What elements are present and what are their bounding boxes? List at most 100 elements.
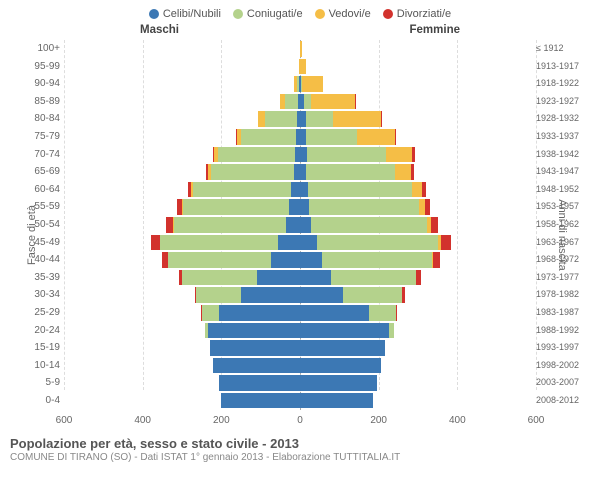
age-label: 95-99 <box>20 58 60 76</box>
birth-label: 1998-2002 <box>536 357 580 375</box>
female-bar <box>300 375 377 391</box>
birth-label: 1983-1987 <box>536 304 580 322</box>
age-row: 40-441968-1972 <box>64 251 536 269</box>
bar-segment <box>425 199 430 215</box>
bar-segment <box>300 252 322 268</box>
bar-segment <box>311 94 355 110</box>
male-bar <box>188 182 300 198</box>
female-bar <box>300 147 415 163</box>
x-tick: 200 <box>213 415 230 426</box>
bar-segment <box>300 235 317 251</box>
female-bar <box>300 393 373 409</box>
age-row: 30-341978-1982 <box>64 286 536 304</box>
legend-item: Coniugati/e <box>233 8 303 20</box>
bar-segment <box>395 129 396 145</box>
x-tick: 600 <box>56 415 73 426</box>
age-label: 45-49 <box>20 234 60 252</box>
birth-label: 1948-1952 <box>536 181 580 199</box>
bar-segment <box>257 270 300 286</box>
age-row: 50-541958-1962 <box>64 216 536 234</box>
birth-label: 1973-1977 <box>536 269 580 287</box>
age-row: 20-241988-1992 <box>64 322 536 340</box>
birth-label: 1928-1932 <box>536 110 580 128</box>
male-bar <box>206 164 300 180</box>
female-bar <box>300 340 385 356</box>
footer: Popolazione per età, sesso e stato civil… <box>10 436 590 463</box>
bar-segment <box>300 393 373 409</box>
bar-segment <box>241 287 300 303</box>
male-bar <box>162 252 300 268</box>
bar-segment <box>433 252 440 268</box>
male-bar <box>236 129 300 145</box>
bar-segment <box>343 287 402 303</box>
age-row: 10-141998-2002 <box>64 357 536 375</box>
bar-segment <box>160 235 278 251</box>
bar-segment <box>357 129 395 145</box>
male-bar <box>213 147 300 163</box>
bar-segment <box>271 252 301 268</box>
age-row: 90-941918-1922 <box>64 75 536 93</box>
female-bar <box>300 323 394 339</box>
male-bar <box>213 358 300 374</box>
female-bar <box>300 164 414 180</box>
x-tick: 600 <box>528 415 545 426</box>
male-bar <box>205 323 300 339</box>
age-row: 100+≤ 1912 <box>64 40 536 58</box>
bar-segment <box>291 182 300 198</box>
bar-segment <box>300 287 343 303</box>
bar-segment <box>182 270 257 286</box>
age-row: 65-691943-1947 <box>64 163 536 181</box>
age-row: 45-491963-1967 <box>64 234 536 252</box>
birth-label: 1953-1957 <box>536 198 580 216</box>
age-label: 55-59 <box>20 198 60 216</box>
bar-segment <box>211 164 294 180</box>
bar-segment <box>307 147 386 163</box>
bar-segment <box>402 287 404 303</box>
bar-segment <box>278 235 300 251</box>
bar-segment <box>300 182 308 198</box>
bar-segment <box>174 217 286 233</box>
birth-label: 1988-1992 <box>536 322 580 340</box>
age-label: 0-4 <box>20 392 60 410</box>
age-row: 35-391973-1977 <box>64 269 536 287</box>
birth-label: 1918-1922 <box>536 75 580 93</box>
female-bar <box>300 358 381 374</box>
bar-segment <box>306 111 334 127</box>
bar-segment <box>193 182 291 198</box>
legend-item: Celibi/Nubili <box>149 8 221 20</box>
male-bar <box>195 287 300 303</box>
bar-segment <box>317 235 439 251</box>
bar-segment <box>300 305 369 321</box>
legend-swatch <box>149 9 159 19</box>
bar-segment <box>300 41 302 57</box>
male-bar <box>177 199 300 215</box>
age-label: 15-19 <box>20 339 60 357</box>
age-row: 55-591953-1957 <box>64 198 536 216</box>
bar-segment <box>311 217 427 233</box>
age-row: 80-841928-1932 <box>64 110 536 128</box>
bar-segment <box>389 323 395 339</box>
age-label: 50-54 <box>20 216 60 234</box>
chart-rows: 100+≤ 191295-991913-191790-941918-192285… <box>64 40 536 410</box>
bar-segment <box>309 199 419 215</box>
female-bar <box>300 182 426 198</box>
bar-segment <box>300 199 309 215</box>
legend-item: Divorziati/e <box>383 8 451 20</box>
bar-segment <box>219 305 300 321</box>
age-label: 85-89 <box>20 93 60 111</box>
bar-segment <box>285 94 298 110</box>
female-bar <box>300 111 381 127</box>
legend: Celibi/NubiliConiugati/eVedovi/eDivorzia… <box>0 0 600 24</box>
birth-label: 1968-1972 <box>536 251 580 269</box>
header-female: Femmine <box>410 24 461 36</box>
legend-label: Coniugati/e <box>247 8 303 20</box>
x-tick: 200 <box>370 415 387 426</box>
age-label: 90-94 <box>20 75 60 93</box>
male-bar <box>280 94 300 110</box>
birth-label: 1938-1942 <box>536 146 580 164</box>
legend-swatch <box>315 9 325 19</box>
age-label: 100+ <box>20 40 60 58</box>
bar-segment <box>219 375 300 391</box>
bar-segment <box>300 375 377 391</box>
age-row: 95-991913-1917 <box>64 58 536 76</box>
